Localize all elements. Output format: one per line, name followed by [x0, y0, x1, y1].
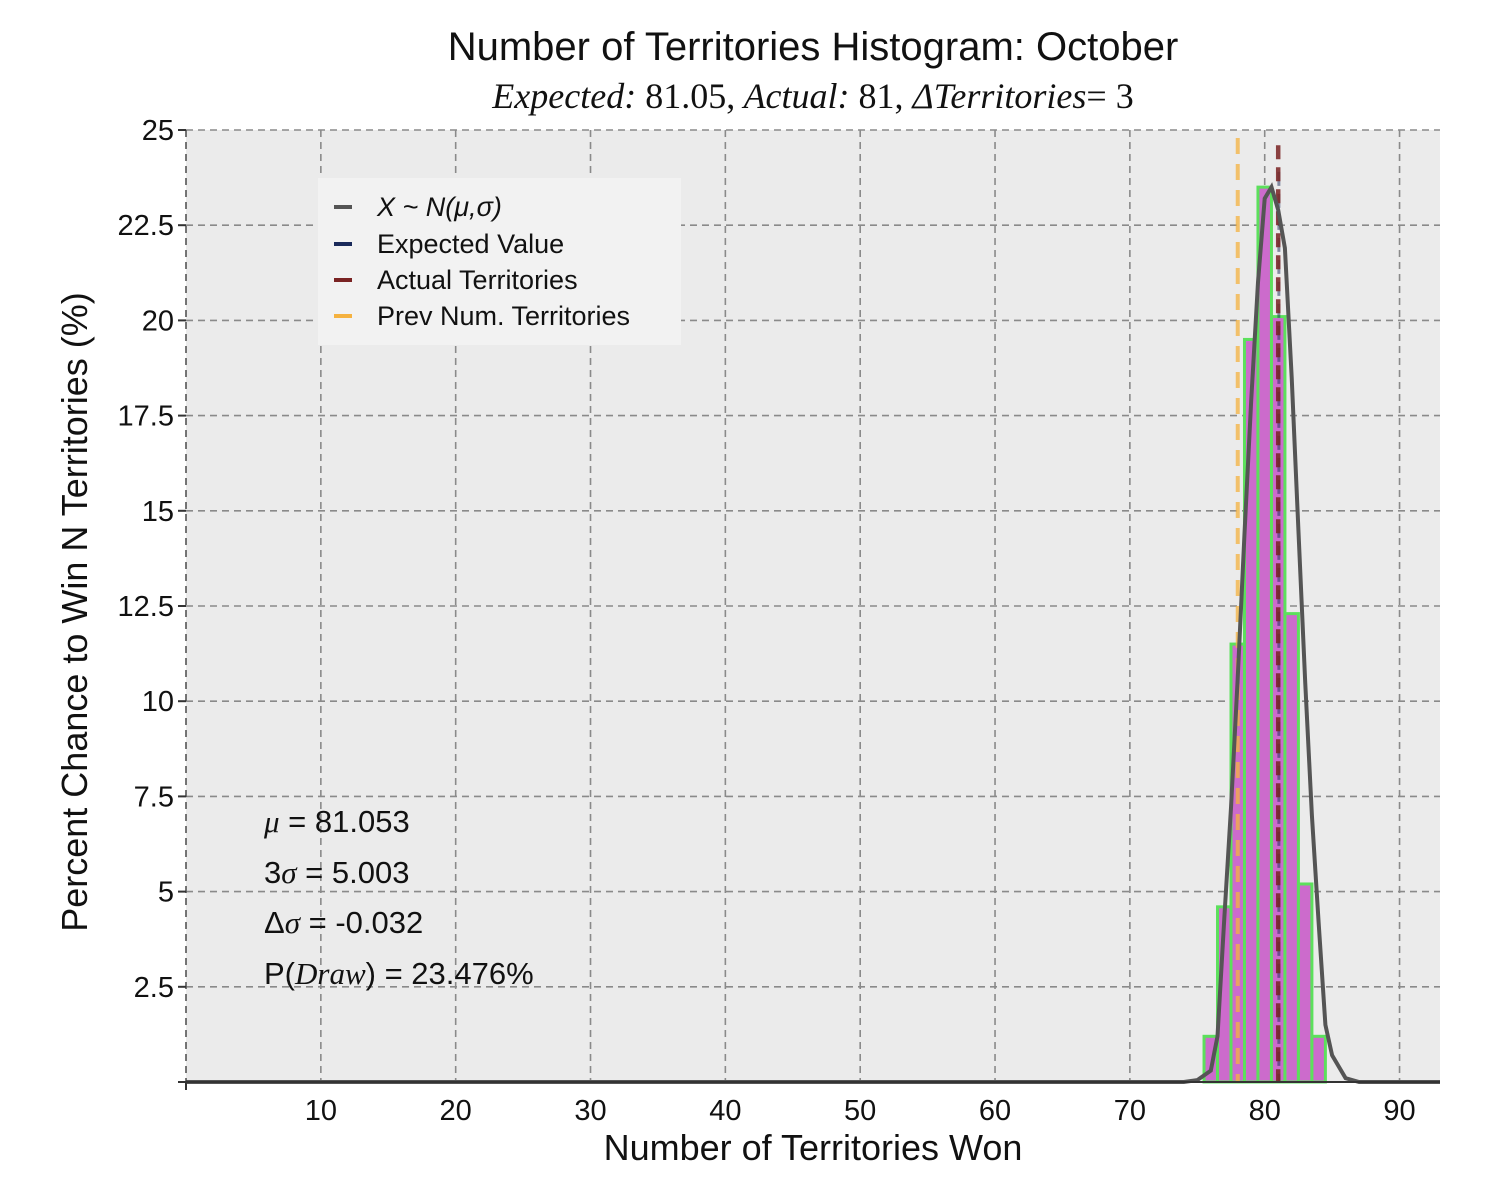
y-tick-label-2.5: 2.5 — [134, 972, 174, 1004]
stat-mu: μ = 81.053 — [263, 804, 410, 839]
legend-label-3: Prev Num. Territories — [377, 301, 630, 331]
x-tick-label-40: 40 — [709, 1095, 741, 1127]
legend-item-0: X ~ N(μ,σ) — [334, 192, 502, 222]
legend-item-1: Expected Value — [334, 229, 564, 259]
stat-3sigma: 3σ = 5.003 — [264, 855, 409, 890]
y-tick-label-12.5: 12.5 — [118, 591, 174, 623]
x-tick-labels: 10 20 30 40 50 60 70 80 90 — [305, 1095, 1416, 1127]
chart-title: Number of Territories Histogram: October — [448, 25, 1179, 69]
x-tick-label-50: 50 — [844, 1095, 876, 1127]
x-tick-label-80: 80 — [1249, 1095, 1281, 1127]
legend: X ~ N(μ,σ) Expected Value Actual Territori… — [318, 178, 681, 345]
x-tick-label-10: 10 — [305, 1095, 337, 1127]
x-tick-label-90: 90 — [1383, 1095, 1415, 1127]
y-tick-label-20: 20 — [142, 305, 174, 337]
subtitle-expected-value: 81.05 — [645, 76, 726, 116]
y-tick-label-5: 5 — [158, 877, 174, 909]
subtitle-expected-label: Expected: — [491, 76, 636, 116]
histogram-bar-80 — [1256, 185, 1273, 1084]
x-axis-label: Number of Territories Won — [604, 1127, 1023, 1168]
y-tick-label-15: 15 — [142, 496, 174, 528]
x-tick-label-70: 70 — [1114, 1095, 1146, 1127]
legend-label-1: Expected Value — [377, 229, 564, 259]
chart-subtitle: Expected: 81.05, Actual: 81, ΔTerritorie… — [491, 76, 1133, 116]
x-tick-label-60: 60 — [979, 1095, 1011, 1127]
subtitle-actual-value: 81 — [859, 76, 895, 116]
legend-item-3: Prev Num. Territories — [334, 301, 630, 331]
axes — [178, 129, 1440, 1090]
histogram-bar-82 — [1283, 612, 1300, 1084]
y-tick-label-22.5: 22.5 — [118, 210, 174, 242]
y-tick-labels: 2.5 5 7.5 10 12.5 15 17.5 20 22.5 25 — [118, 115, 174, 1004]
subtitle-delta-label: ΔTerritories — [911, 76, 1087, 116]
legend-label-2: Actual Territories — [377, 265, 578, 295]
subtitle-delta-value: = 3 — [1086, 76, 1133, 116]
stats-annotation: μ = 81.053 3σ = 5.003 Δσ = -0.032 P(Draw… — [263, 804, 534, 991]
subtitle-actual-label: Actual: — [742, 76, 850, 116]
legend-box — [318, 178, 681, 345]
y-tick-label-10: 10 — [142, 686, 174, 718]
y-tick-label-25: 25 — [142, 115, 174, 147]
x-tick-label-30: 30 — [574, 1095, 606, 1127]
stat-p-draw: P(Draw) = 23.476% — [264, 956, 534, 991]
y-tick-label-17.5: 17.5 — [118, 401, 174, 433]
reference-lines — [1235, 138, 1281, 1082]
legend-item-2: Actual Territories — [334, 265, 578, 295]
x-tick-label-20: 20 — [440, 1095, 472, 1127]
stat-delta-sigma: Δσ = -0.032 — [264, 905, 423, 940]
y-axis-label: Percent Chance to Win N Territories (%) — [54, 292, 95, 932]
histogram-bar-84 — [1310, 1034, 1327, 1084]
legend-label-0: X ~ N(μ,σ) — [376, 192, 502, 222]
y-tick-label-7.5: 7.5 — [134, 781, 174, 813]
normal-curve — [186, 182, 1440, 1084]
histogram-bar-79 — [1242, 337, 1260, 1084]
histogram-bar-83 — [1296, 882, 1314, 1084]
